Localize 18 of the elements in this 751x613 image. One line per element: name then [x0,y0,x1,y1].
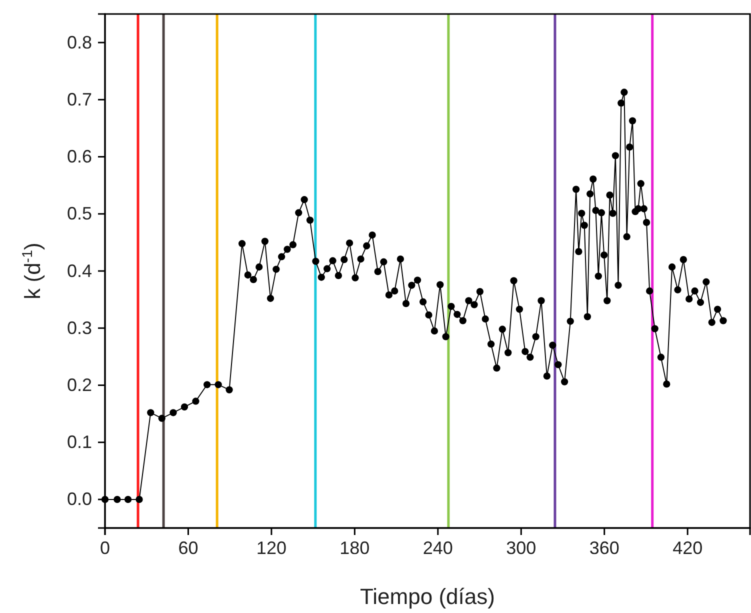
x-tick-label: 60 [178,538,198,558]
y-tick-label: 0.8 [66,32,92,52]
y-tick-label: 0.4 [66,260,92,281]
x-tick-label: 360 [589,538,620,558]
x-tick-label: 240 [422,538,453,558]
y-tick-label: 0.0 [66,489,92,510]
x-tick-label: 300 [506,538,536,558]
x-axis-title: Tiempo (días) [360,584,495,609]
y-tick-label: 0.3 [66,318,92,338]
x-tick-label: 0 [100,538,110,558]
y-tick-label: 0.6 [66,146,92,167]
x-tick-label: 180 [340,538,370,558]
y-tick-label: 0.7 [66,89,92,110]
y-tick-label: 0.5 [66,204,92,224]
x-tick-label: 120 [256,538,286,558]
y-tick-label: 0.1 [66,432,92,452]
y-tick-label: 0.2 [66,374,92,395]
x-tick-label: 420 [672,538,703,558]
